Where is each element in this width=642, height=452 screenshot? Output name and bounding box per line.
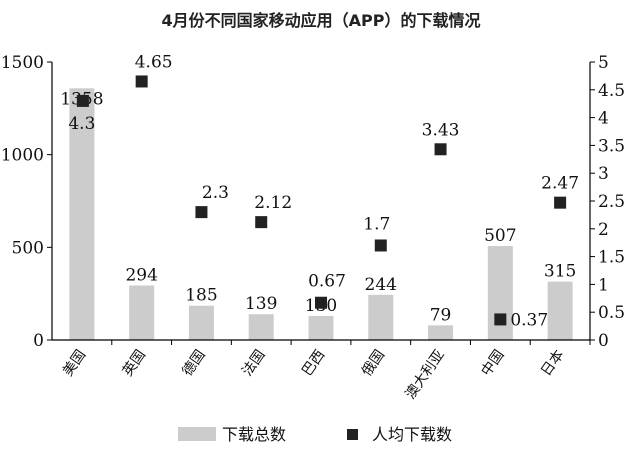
point-value-label: 3.43 [422,120,460,140]
point-value-label: 1.7 [363,214,390,234]
point-value-label: 0.67 [308,272,346,292]
bar-value-label: 79 [430,305,452,325]
bar-5 [308,315,334,340]
point-1 [76,94,89,107]
legend: 下载总数 人均下载数 [178,425,452,444]
y-right-tick-label: 1.5 [598,248,625,268]
bar-6 [368,294,394,340]
y-right-tick-label: 3 [598,164,609,184]
point-5 [315,296,327,309]
legend-label-bars: 下载总数 [222,425,286,444]
point-9 [554,196,567,209]
x-tick-label: 日本 [538,347,567,379]
bar-value-label: 244 [365,275,397,295]
bar-value-label: 315 [544,262,576,282]
bar-value-label: 507 [484,226,516,246]
bar-3 [188,305,214,340]
point-8 [494,313,507,326]
point-value-label: 4.65 [135,52,173,72]
point-value-label: 0.37 [510,310,548,330]
legend-swatch-points [347,429,358,440]
point-2 [135,75,148,88]
points-layer: 4.3 4.65 2.3 2.12 0.67 1.7 3.43 0.37 2.47 [68,52,579,330]
x-tick-label: 英国 [119,347,149,380]
x-tick-label: 法国 [239,347,268,379]
x-tick-label: 巴西 [299,347,328,379]
point-value-label: 2.3 [202,183,229,203]
bar-1 [69,88,95,340]
bar-9 [547,281,573,340]
chart-title: 4月份不同国家移动应用（APP）的下载情况 [162,11,481,30]
bars-layer: 135829418513913024479507315 [60,88,576,340]
x-tick-label: 美国 [60,347,89,379]
y-right-tick-label: 5 [598,53,609,73]
y-left-tick-label: 500 [12,238,44,258]
bar-value-label: 185 [185,286,217,306]
bar-4 [248,314,274,340]
y-right-tick-label: 1 [598,275,609,295]
x-tick-label: 德国 [180,347,209,379]
y-right-tick-label: 0 [598,331,609,351]
bar-7 [428,325,454,340]
point-value-label: 2.12 [254,193,292,213]
y-right-tick-label: 4 [598,109,609,129]
y-left-tick-label: 0 [33,331,44,351]
point-3 [195,206,208,219]
y-left-tick-label: 1500 [1,53,44,73]
bar-value-label: 294 [125,266,157,286]
y-left-tick-label: 1000 [1,146,44,166]
point-7 [434,143,447,156]
point-value-label: 4.3 [68,114,95,134]
x-tick-label: 中国 [478,347,507,379]
bar-2 [129,285,155,340]
y-right-tick-label: 3.5 [598,136,625,156]
point-6 [374,239,387,252]
point-4 [255,216,268,229]
legend-swatch-bars [178,427,216,441]
y-right-tick-label: 4.5 [598,81,625,101]
bar-8 [487,246,513,340]
bar-value-label: 139 [245,294,277,314]
y-right-tick-label: 2 [598,220,609,240]
y-right-tick-label: 0.5 [598,303,625,323]
y-right-tick-label: 2.5 [598,192,625,212]
x-tick-label: 澳大利亚 [403,347,448,402]
legend-label-points: 人均下载数 [372,425,452,444]
x-tick-label: 俄国 [359,347,388,379]
point-value-label: 2.47 [541,174,579,194]
